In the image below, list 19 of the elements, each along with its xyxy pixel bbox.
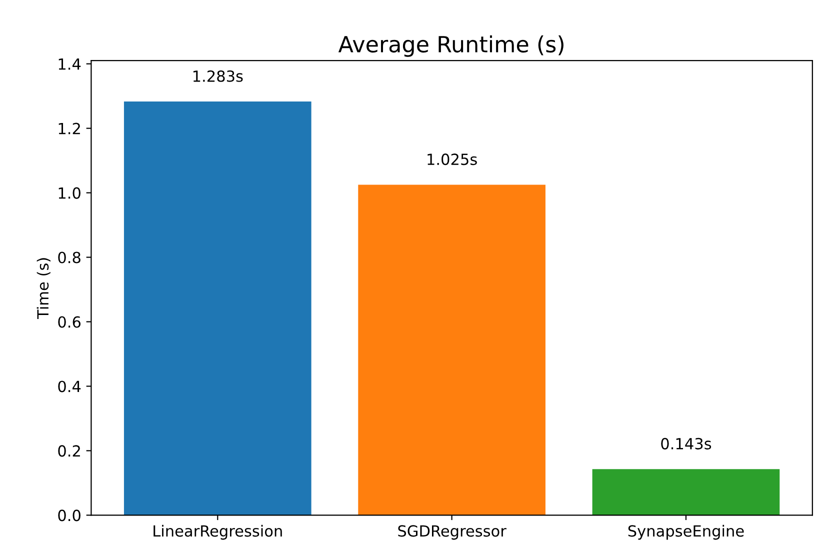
bar [124,102,312,516]
y-tick-label: 1.4 [58,58,81,70]
y-tick-label: 0.6 [58,316,81,328]
y-tick-label: 0.0 [58,510,80,522]
y-tick-label: 0.4 [58,380,81,392]
bar [358,184,546,516]
bar [592,469,780,516]
y-tick-label: 0.8 [58,252,80,264]
y-tick-label: 1.2 [58,122,80,134]
data-label: 1.283s [193,70,243,82]
chart-title: Average Runtime (s) [338,35,564,57]
y-axis-title: Time (s) [36,258,50,319]
data-label: 0.143s [661,438,712,450]
data-label: 1.025s [428,154,477,166]
x-tick-label: SGDRegressor [398,525,506,540]
x-tick-label: SynapseEngine [628,524,744,540]
y-tick-label: 0.2 [58,445,80,457]
x-tick-label: LinearRegression [154,524,282,540]
y-tick-label: 1.0 [58,187,80,199]
